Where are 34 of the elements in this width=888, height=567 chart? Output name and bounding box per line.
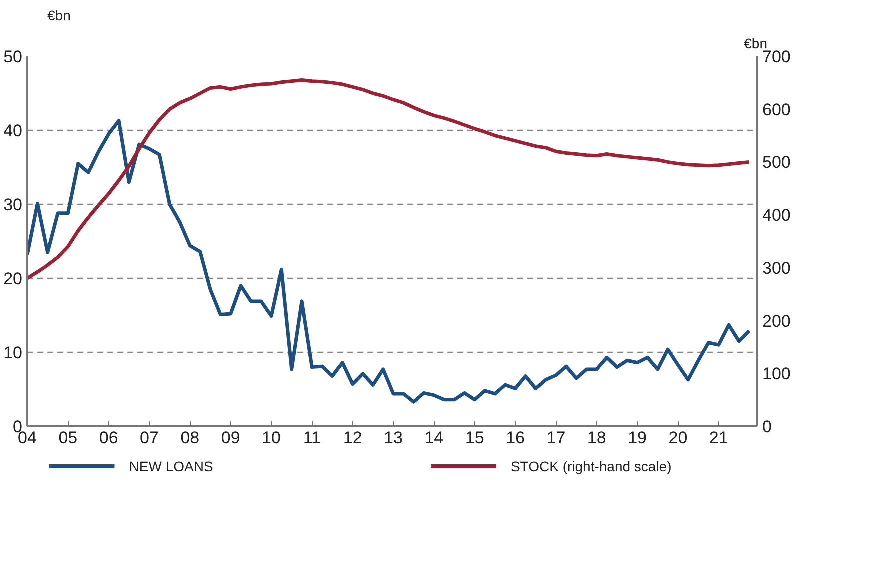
y2-tick-label: 400 [762,206,791,226]
y2-tick-label: 500 [762,153,791,172]
x-tick-label: 09 [221,428,240,448]
line-series [28,119,752,404]
x-tick-label: 19 [628,428,647,448]
x-tick-label: 06 [99,428,118,448]
y2-tick-label: 300 [762,258,791,278]
x-tick-label: 18 [587,428,606,448]
x-tick-label: 14 [424,428,444,448]
y2-tick-label: 600 [762,100,791,120]
x-tick-label: 17 [546,428,566,448]
line-series [28,78,752,280]
y-tick-label: 40 [4,122,23,140]
x-tick-label: 07 [140,428,159,448]
x-tick-label: 13 [384,428,403,448]
y-axis-title: €bn [48,8,71,24]
y-tick-label: 50 [4,48,23,66]
x-tick-label: 12 [343,428,362,448]
legend-label: NEW LOANS [129,458,214,474]
y2-tick-label: 200 [762,312,791,331]
x-tick-label: 21 [709,428,728,448]
x-tick-label: 08 [180,428,200,448]
y-tick-label: 10 [4,344,23,362]
y2-tick-label: 100 [762,364,791,384]
x-tick-label: 20 [668,428,688,448]
legend-label: STOCK (right-hand scale) [510,458,672,474]
x-tick-label: 16 [506,428,525,448]
x-tick-label: 10 [262,428,281,448]
y-tick-label: 30 [4,196,23,214]
x-tick-label: 05 [58,428,78,448]
x-tick-label: 15 [465,428,484,448]
x-tick-label: 11 [303,428,322,448]
y2-tick-label: 0 [762,418,772,436]
y-tick-label: 20 [4,270,23,288]
